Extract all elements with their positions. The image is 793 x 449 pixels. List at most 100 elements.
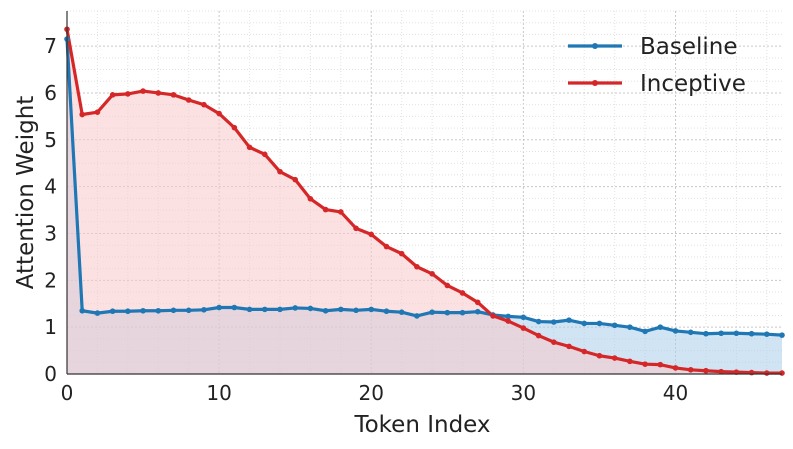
point-inceptive (687, 366, 694, 373)
point-baseline (444, 309, 451, 316)
point-inceptive (307, 196, 314, 202)
point-inceptive (155, 90, 162, 96)
point-baseline (520, 314, 527, 321)
point-inceptive (551, 339, 557, 345)
point-baseline (216, 304, 222, 311)
point-inceptive (109, 92, 116, 98)
point-inceptive (125, 91, 131, 97)
point-baseline (581, 320, 588, 327)
point-inceptive (581, 348, 588, 355)
point-baseline (474, 308, 481, 315)
point-inceptive (140, 88, 146, 94)
legend-marker-inceptive (592, 80, 598, 86)
y-tick-label: 1 (44, 315, 57, 339)
point-inceptive (353, 225, 359, 232)
point-inceptive (185, 97, 192, 103)
point-inceptive (596, 352, 603, 359)
point-baseline (322, 307, 329, 314)
point-inceptive (292, 176, 298, 183)
point-inceptive (277, 168, 283, 175)
point-inceptive (763, 370, 770, 376)
point-inceptive (231, 124, 238, 131)
point-baseline (261, 306, 268, 313)
point-baseline (429, 309, 435, 315)
area-fill-inceptive (67, 29, 782, 375)
y-tick-label: 2 (44, 268, 57, 292)
legend-label-baseline: Baseline (640, 34, 738, 60)
point-inceptive (216, 110, 222, 117)
point-baseline (155, 307, 162, 314)
point-inceptive (368, 231, 375, 238)
point-inceptive (246, 144, 253, 151)
point-inceptive (170, 92, 177, 98)
point-baseline (414, 313, 420, 319)
point-baseline (687, 329, 694, 336)
x-tick-label: 0 (61, 381, 74, 405)
y-axis-label: Attention Weight (13, 96, 39, 290)
y-tick-label: 3 (44, 221, 57, 245)
point-inceptive (490, 313, 496, 319)
point-inceptive (520, 325, 527, 331)
point-inceptive (703, 367, 709, 374)
point-baseline (140, 307, 146, 314)
point-inceptive (672, 365, 679, 371)
point-inceptive (627, 358, 633, 365)
point-baseline (307, 305, 314, 312)
point-baseline (353, 307, 359, 314)
point-inceptive (566, 343, 572, 350)
point-baseline (109, 308, 116, 315)
point-baseline (459, 309, 466, 316)
x-tick-label: 10 (206, 381, 231, 405)
point-baseline (125, 308, 131, 315)
point-baseline (231, 304, 238, 311)
x-tick-label: 30 (511, 381, 536, 405)
point-baseline (763, 331, 770, 337)
point-inceptive (642, 361, 648, 367)
point-baseline (551, 319, 557, 325)
point-inceptive (474, 299, 481, 306)
point-baseline (733, 330, 740, 337)
point-inceptive (322, 206, 329, 213)
point-baseline (170, 307, 177, 314)
point-baseline (642, 328, 648, 335)
point-baseline (185, 307, 192, 314)
point-baseline (246, 306, 253, 313)
legend-marker-baseline (592, 43, 598, 49)
x-axis-label: Token Index (353, 412, 490, 438)
area-fills (67, 29, 782, 375)
legend: Baseline Inceptive (568, 34, 746, 97)
point-baseline (748, 330, 755, 337)
point-inceptive (429, 270, 435, 277)
x-tick-label: 40 (663, 381, 688, 405)
point-baseline (292, 305, 298, 311)
axes (66, 11, 782, 375)
point-baseline (657, 324, 664, 330)
y-tick-label: 7 (44, 34, 57, 58)
point-baseline (398, 309, 405, 315)
point-baseline (566, 317, 572, 323)
point-inceptive (657, 361, 664, 368)
point-baseline (703, 330, 709, 337)
point-inceptive (718, 368, 724, 375)
point-inceptive (414, 263, 420, 270)
point-inceptive (398, 250, 405, 257)
point-inceptive (79, 111, 86, 118)
point-inceptive (535, 332, 542, 339)
point-baseline (611, 322, 618, 329)
point-baseline (338, 306, 344, 313)
point-inceptive (94, 109, 101, 115)
point-baseline (627, 324, 633, 330)
point-inceptive (611, 355, 618, 361)
y-tick-label: 6 (44, 81, 57, 105)
point-inceptive (459, 290, 466, 296)
point-baseline (535, 318, 542, 325)
point-inceptive (383, 243, 390, 250)
point-baseline (505, 313, 511, 320)
point-inceptive (338, 209, 344, 215)
y-tick-label: 5 (44, 128, 57, 152)
point-baseline (201, 307, 207, 313)
tick-labels: 0 10 20 30 40 0 1 2 3 4 5 6 7 (44, 34, 688, 405)
y-tick-label: 4 (44, 175, 57, 199)
point-baseline (596, 320, 603, 327)
